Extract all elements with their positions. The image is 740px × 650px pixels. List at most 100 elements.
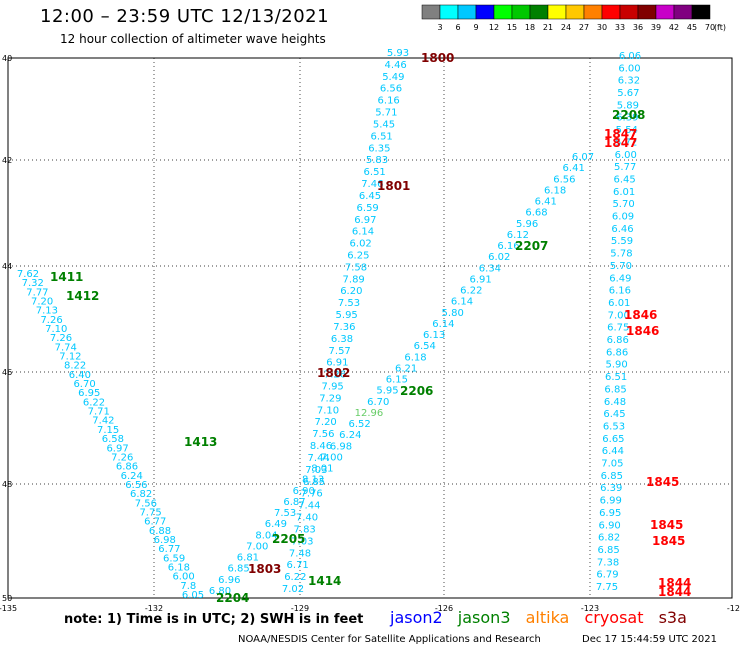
wave-height-value: 6.00 xyxy=(172,572,194,583)
wave-height-value: 8.22 xyxy=(64,361,86,372)
time-label: 2206 xyxy=(400,384,433,398)
wave-height-value: 6.88 xyxy=(149,526,171,537)
wave-height-value: 7.10 xyxy=(45,324,67,335)
wave-height-value: 6.44 xyxy=(602,446,624,457)
wave-height-value: 7.36 xyxy=(333,322,355,333)
wave-height-value: 5.77 xyxy=(614,162,636,173)
wave-height-value: 7.20 xyxy=(31,297,53,308)
legend-swatch xyxy=(529,4,549,20)
wave-height-value: 6.96 xyxy=(218,575,240,586)
wave-height-value: 7.56 xyxy=(312,429,334,440)
legend-tick: 33 xyxy=(615,23,625,32)
time-label: 1847 xyxy=(604,136,637,150)
wave-height-value: 7.75 xyxy=(596,582,618,593)
legend-tick: 9 xyxy=(473,23,478,32)
wave-height-value: 6.45 xyxy=(614,174,636,185)
wave-height-value: 6.80 xyxy=(209,586,231,597)
wave-height-value: 6.56 xyxy=(553,174,575,185)
legend-swatch xyxy=(637,4,657,20)
wave-height-value: 7.74 xyxy=(55,342,77,353)
wave-height-value: 6.02 xyxy=(488,252,510,263)
sat-jason3: jason3 xyxy=(457,608,511,627)
wave-height-value: 5.49 xyxy=(382,72,404,83)
sat-jason2: jason2 xyxy=(390,608,443,627)
wave-height-value: 5.89 xyxy=(617,100,639,111)
lat-label: 46 xyxy=(2,368,12,377)
legend-tick: 15 xyxy=(507,23,517,32)
legend-tick: 12 xyxy=(489,23,499,32)
legend-swatch xyxy=(457,4,477,20)
time-label: 1414 xyxy=(308,574,341,588)
wave-height-value: 5.78 xyxy=(610,249,632,260)
wave-height-value: 6.18 xyxy=(404,352,426,363)
legend-swatch xyxy=(547,4,567,20)
wave-height-value: 6.90 xyxy=(293,486,315,497)
legend-unit: (ft) xyxy=(714,23,726,32)
legend-tick: 27 xyxy=(579,23,589,32)
time-label: 1847 xyxy=(604,127,637,141)
wave-height-value: 6.54 xyxy=(414,341,436,352)
legend-tick: 70 xyxy=(705,23,715,32)
wave-height-value: 6.22 xyxy=(460,286,482,297)
wave-height-value: 6.13 xyxy=(423,330,445,341)
time-label: 2208 xyxy=(612,108,645,122)
time-label: 1846 xyxy=(624,308,657,322)
wave-height-value: 7.29 xyxy=(319,393,341,404)
note-text: note: 1) Time is in UTC; 2) SWH is in fe… xyxy=(64,612,364,627)
wave-height-value: 5.95 xyxy=(336,310,358,321)
wave-height-value: 7.38 xyxy=(597,557,619,568)
wave-height-value: 6.24 xyxy=(339,430,361,441)
legend-tick: 39 xyxy=(651,23,661,32)
wave-height-value: 7.15 xyxy=(97,425,119,436)
page-title: 12:00 – 23:59 UTC 12/13/2021 xyxy=(40,6,330,27)
wave-height-value: 6.14 xyxy=(352,227,374,238)
wave-height-value: 6.59 xyxy=(163,553,185,564)
wave-height-value: 5.71 xyxy=(375,108,397,119)
wave-height-value: 7.46 xyxy=(361,179,383,190)
wave-height-value: 6.97 xyxy=(106,443,128,454)
legend-tick: 42 xyxy=(669,23,679,32)
wave-height-value: 7.10 xyxy=(317,405,339,416)
wave-height-value: 7.83 xyxy=(294,524,316,535)
wave-height-value: 6.39 xyxy=(616,113,638,124)
wave-height-value: 7.76 xyxy=(301,489,323,500)
wave-height-value: 6.00 xyxy=(615,150,637,161)
wave-height-value: 7.02 xyxy=(282,584,304,595)
satellite-key: jason2 jason3 altika cryosat s3a xyxy=(390,608,697,627)
legend-tick: 30 xyxy=(597,23,607,32)
wave-height-value: 6.51 xyxy=(371,131,393,142)
wave-height-value: 7.26 xyxy=(111,452,133,463)
legend-tick: 18 xyxy=(525,23,535,32)
time-label: 1802 xyxy=(317,366,350,380)
legend-swatch xyxy=(673,4,693,20)
map-frame xyxy=(7,57,733,599)
wave-height-value: 6.82 xyxy=(598,533,620,544)
legend-tick: 21 xyxy=(543,23,553,32)
wave-height-value: 6.01 xyxy=(613,187,635,198)
wave-height-value: 8.13 xyxy=(302,475,324,486)
wave-height-value: 6.40 xyxy=(69,370,91,381)
time-label: 1411 xyxy=(50,270,83,284)
wave-height-value: 6.24 xyxy=(121,471,143,482)
wave-height-value: 5.95 xyxy=(376,386,398,397)
wave-height-value: 7.44 xyxy=(308,453,330,464)
lat-label: 40 xyxy=(2,54,12,63)
wave-height-value: 7.40 xyxy=(296,513,318,524)
wave-height-value: 7.03 xyxy=(291,536,313,547)
wave-height-value: 6.48 xyxy=(604,397,626,408)
wave-height-value: 7.00 xyxy=(246,541,268,552)
time-label: 1845 xyxy=(652,534,685,548)
wave-height-value: 7.62 xyxy=(17,269,39,280)
wave-height-value: 6.09 xyxy=(612,212,634,223)
wave-height-value: 7.89 xyxy=(343,274,365,285)
color-legend: 3 6 9 12 15 18 21 24 27 30 33 36 39 42 45 70(ft) xyxy=(421,4,726,32)
wave-height-value: 7.20 xyxy=(315,417,337,428)
wave-height-value: 6.56 xyxy=(380,84,402,95)
wave-height-value: 6.16 xyxy=(497,241,519,252)
lon-label: -129 xyxy=(291,604,309,613)
wave-height-value: 6.97 xyxy=(354,215,376,226)
wave-height-value: 6.82 xyxy=(130,489,152,500)
wave-height-value: 5.90 xyxy=(605,360,627,371)
sat-s3a: s3a xyxy=(658,608,687,627)
legend-swatch xyxy=(691,4,711,20)
